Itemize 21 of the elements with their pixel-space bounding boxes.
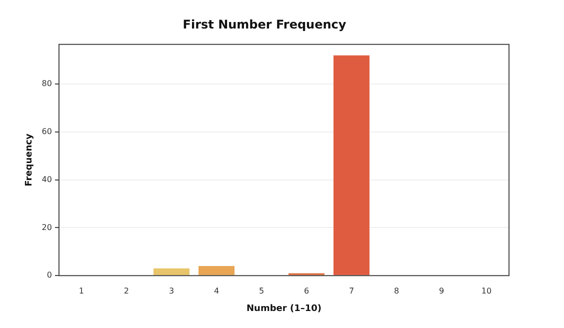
x-tick-label: 8	[394, 286, 400, 296]
x-tick-label: 5	[258, 286, 264, 296]
chart-title: First Number Frequency	[182, 17, 346, 32]
x-tick-label: 6	[304, 286, 310, 296]
x-tick-label: 2	[124, 286, 130, 296]
x-tick-label: 1	[78, 286, 84, 296]
y-tick-label: 80	[42, 79, 52, 88]
x-tick-label: 4	[214, 286, 220, 296]
y-tick-label: 20	[42, 222, 52, 232]
y-axis-title: Frequency	[24, 134, 35, 186]
bar	[333, 55, 370, 276]
x-tick-label: 3	[168, 286, 174, 296]
y-tick-label: 60	[42, 127, 52, 136]
y-tick-label: 40	[42, 174, 52, 184]
x-tick-label: 7	[348, 286, 354, 296]
x-tick-label: 10	[481, 286, 492, 296]
x-tick-label: 9	[438, 286, 444, 296]
bar	[153, 268, 190, 276]
y-tick-label: 0	[46, 270, 52, 280]
bar	[198, 266, 234, 276]
x-axis-title: Number (1–10)	[246, 304, 322, 314]
